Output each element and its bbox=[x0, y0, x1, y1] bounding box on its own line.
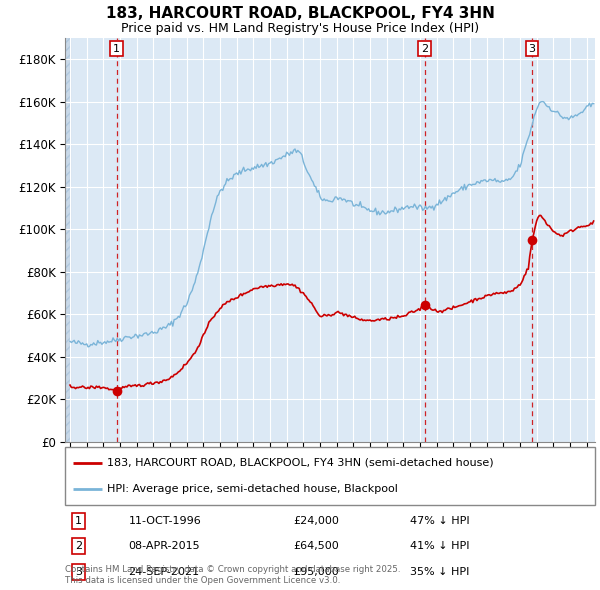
Text: 08-APR-2015: 08-APR-2015 bbox=[128, 541, 200, 551]
Text: £64,500: £64,500 bbox=[293, 541, 338, 551]
Text: Price paid vs. HM Land Registry's House Price Index (HPI): Price paid vs. HM Land Registry's House … bbox=[121, 22, 479, 35]
Text: 24-SEP-2021: 24-SEP-2021 bbox=[128, 567, 200, 577]
Text: 2: 2 bbox=[74, 541, 82, 551]
Text: 47% ↓ HPI: 47% ↓ HPI bbox=[409, 516, 469, 526]
Text: 1: 1 bbox=[113, 44, 120, 54]
Text: 183, HARCOURT ROAD, BLACKPOOL, FY4 3HN (semi-detached house): 183, HARCOURT ROAD, BLACKPOOL, FY4 3HN (… bbox=[107, 458, 494, 468]
Text: 3: 3 bbox=[75, 567, 82, 577]
Text: 41% ↓ HPI: 41% ↓ HPI bbox=[409, 541, 469, 551]
Text: This data is licensed under the Open Government Licence v3.0.: This data is licensed under the Open Gov… bbox=[65, 576, 340, 585]
Text: 183, HARCOURT ROAD, BLACKPOOL, FY4 3HN: 183, HARCOURT ROAD, BLACKPOOL, FY4 3HN bbox=[106, 6, 494, 21]
Text: 2: 2 bbox=[421, 44, 428, 54]
Text: Contains HM Land Registry data © Crown copyright and database right 2025.: Contains HM Land Registry data © Crown c… bbox=[65, 565, 401, 574]
Text: 11-OCT-1996: 11-OCT-1996 bbox=[128, 516, 202, 526]
Text: 1: 1 bbox=[75, 516, 82, 526]
Text: 35% ↓ HPI: 35% ↓ HPI bbox=[409, 567, 469, 577]
Text: 3: 3 bbox=[529, 44, 536, 54]
Text: HPI: Average price, semi-detached house, Blackpool: HPI: Average price, semi-detached house,… bbox=[107, 484, 398, 494]
Text: £24,000: £24,000 bbox=[293, 516, 339, 526]
Text: £95,000: £95,000 bbox=[293, 567, 338, 577]
